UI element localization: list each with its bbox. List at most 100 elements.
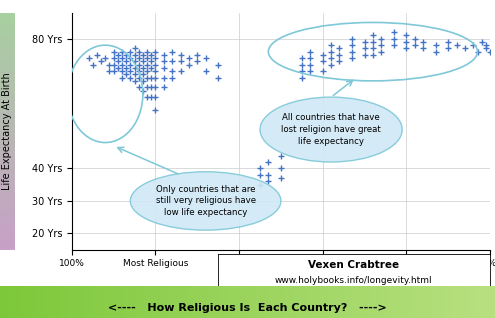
Point	[139, 78, 147, 83]
Point	[264, 159, 272, 164]
Point	[298, 69, 306, 74]
Point	[348, 56, 356, 61]
Point	[114, 52, 122, 58]
Point	[390, 43, 398, 48]
Point	[377, 49, 385, 54]
Point	[160, 85, 168, 90]
Point	[109, 56, 117, 61]
Point	[432, 43, 440, 48]
Point	[139, 72, 147, 77]
Point	[177, 59, 185, 64]
Point	[160, 75, 168, 80]
Point	[168, 69, 176, 74]
Point	[105, 69, 113, 74]
Point	[126, 75, 134, 80]
Point	[369, 52, 377, 58]
Point	[143, 75, 151, 80]
Point	[411, 43, 419, 48]
Point	[482, 46, 490, 51]
Point	[122, 59, 130, 64]
Point	[148, 59, 155, 64]
Point	[277, 153, 285, 158]
Point	[264, 179, 272, 184]
Point	[256, 182, 264, 187]
Point	[135, 75, 143, 80]
Point	[402, 39, 410, 45]
Point	[214, 75, 222, 80]
Point	[131, 78, 139, 83]
Point	[298, 56, 306, 61]
Point	[143, 85, 151, 90]
Point	[160, 52, 168, 58]
Point	[348, 49, 356, 54]
Point	[348, 36, 356, 41]
Point	[109, 62, 117, 67]
Point	[377, 36, 385, 41]
Point	[306, 49, 314, 54]
Point	[97, 59, 105, 64]
Point	[168, 49, 176, 54]
Point	[306, 69, 314, 74]
Point	[214, 62, 222, 67]
Point	[151, 56, 159, 61]
Point	[168, 59, 176, 64]
Text: All countries that have
lost religion have great
life expectancy: All countries that have lost religion ha…	[281, 113, 381, 146]
Point	[369, 39, 377, 45]
Point	[402, 46, 410, 51]
Ellipse shape	[260, 97, 402, 162]
Point	[319, 59, 327, 64]
Point	[432, 49, 440, 54]
Point	[143, 49, 151, 54]
Point	[185, 56, 193, 61]
Point	[131, 65, 139, 70]
Point	[327, 43, 335, 48]
Point	[118, 56, 126, 61]
Point	[131, 46, 139, 51]
Point	[360, 39, 368, 45]
Point	[114, 59, 122, 64]
Point	[298, 62, 306, 67]
Text: www.holybooks.info/longevity.html: www.holybooks.info/longevity.html	[275, 276, 433, 285]
Point	[135, 56, 143, 61]
Point	[419, 39, 427, 45]
Point	[177, 69, 185, 74]
Point	[122, 52, 130, 58]
Point	[319, 52, 327, 58]
Point	[306, 56, 314, 61]
Point	[85, 56, 93, 61]
Point	[360, 52, 368, 58]
Point	[131, 52, 139, 58]
Point	[327, 49, 335, 54]
Point	[93, 52, 101, 58]
Point	[151, 85, 159, 90]
Point	[277, 176, 285, 181]
Point	[151, 75, 159, 80]
Point	[135, 49, 143, 54]
Point	[131, 72, 139, 77]
Point	[390, 36, 398, 41]
Point	[264, 172, 272, 177]
Point	[114, 65, 122, 70]
Point	[118, 75, 126, 80]
Point	[461, 46, 469, 51]
Point	[151, 49, 159, 54]
Point	[89, 62, 97, 67]
Point	[105, 62, 113, 67]
Point	[360, 46, 368, 51]
Point	[201, 69, 209, 74]
Point	[148, 65, 155, 70]
Point	[469, 43, 477, 48]
Point	[148, 85, 155, 90]
Point	[151, 62, 159, 67]
Point	[151, 107, 159, 113]
Point	[148, 94, 155, 100]
Point	[143, 94, 151, 100]
Point	[369, 46, 377, 51]
Point	[151, 94, 159, 100]
Point	[126, 62, 134, 67]
Point	[139, 65, 147, 70]
Point	[118, 49, 126, 54]
Point	[135, 69, 143, 74]
Point	[101, 56, 109, 61]
Point	[168, 75, 176, 80]
